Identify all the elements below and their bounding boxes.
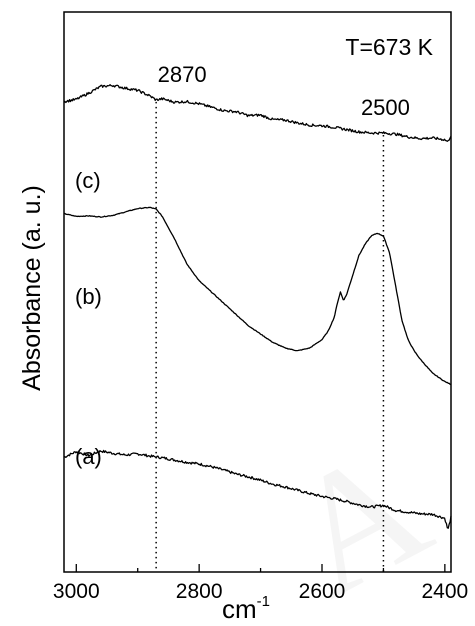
x-axis-ticks: 3000 2800 2600 2400	[53, 564, 468, 603]
temperature-annotation: T=673 K	[345, 34, 433, 60]
x-tick-label-2400: 2400	[421, 580, 468, 603]
x-axis-label-base: cm	[222, 594, 257, 624]
series-line-b	[63, 206, 452, 386]
reference-label-2500: 2500	[361, 95, 410, 120]
x-axis-label-exponent: -1	[257, 593, 270, 610]
series-label-b: (b)	[75, 284, 102, 309]
x-tick-label-2800: 2800	[176, 580, 223, 603]
reference-lines	[155, 101, 385, 572]
x-axis-label: cm-1	[222, 593, 270, 624]
x-tick-label-2600: 2600	[299, 580, 346, 603]
series-label-a: (a)	[75, 444, 102, 469]
x-tick-label-3000: 3000	[53, 580, 100, 603]
series-lines	[63, 84, 452, 529]
series-label-c: (c)	[75, 168, 101, 193]
y-axis-label: Absorbance (a. u.)	[18, 185, 46, 391]
series-line-a	[63, 449, 452, 529]
reference-label-2870: 2870	[158, 62, 207, 87]
series-line-c	[63, 84, 452, 142]
plot-frame	[63, 11, 452, 573]
